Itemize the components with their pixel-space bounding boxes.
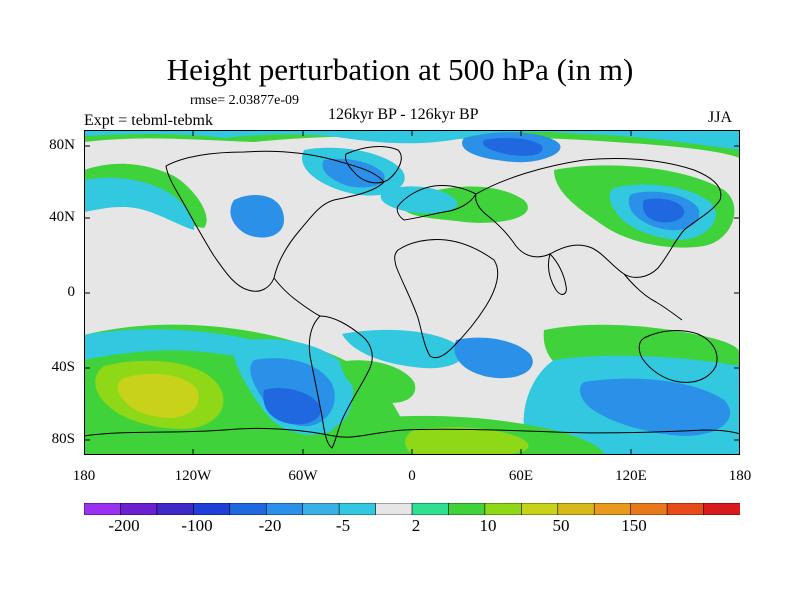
rmse-label: rmse= 2.03877e-09 [190, 93, 299, 108]
colorbar-swatch [411, 503, 450, 515]
coastlines [84, 146, 740, 449]
coast-south-america [308, 315, 373, 449]
experiment-label: Expt = tebml-tebmk [84, 112, 213, 129]
colorbar-label: -20 [258, 516, 282, 535]
chart-title: Height perturbation at 500 hPa (in m) [166, 52, 634, 87]
colorbar-swatch [156, 503, 194, 515]
contour-fill-cyan-npac [230, 194, 284, 238]
contour-fill-darkblue-arctic [483, 138, 543, 156]
colorbar-label: 10 [479, 516, 497, 535]
contour-fill-green-southatl [340, 360, 416, 403]
contour-fill-lightgreen-antarctic [405, 427, 529, 455]
colorbar-label: 150 [621, 516, 647, 535]
colorbar-swatch [703, 503, 740, 515]
contour-fill-blue-hudson [322, 158, 385, 188]
colorbar-swatch [193, 503, 231, 515]
colorbar-swatch [84, 503, 122, 515]
colorbar-swatch [557, 503, 595, 515]
colorbar-swatch [448, 503, 486, 515]
lat-label-40n: 40N [49, 209, 75, 225]
contour-fill-cyan-na [84, 177, 195, 230]
colorbar-swatch [630, 503, 668, 515]
contour-fill-green-north [84, 130, 740, 158]
contour-map [84, 130, 740, 455]
colorbar-swatch [338, 503, 377, 515]
colorbar-swatch [593, 503, 632, 515]
contour-fill-blue-southpac [579, 378, 731, 436]
coast-africa [394, 239, 499, 359]
colorbar-swatch [229, 503, 267, 515]
colorbar [84, 503, 740, 515]
coast-asia [475, 157, 722, 278]
coast-central-america [273, 277, 321, 317]
lon-label-60w: 60W [288, 468, 318, 484]
coast-north-america [165, 150, 385, 292]
lon-label-0: 0 [408, 468, 416, 484]
colorbar-swatch [666, 503, 705, 515]
colorbar-label: -5 [335, 516, 351, 535]
lat-label-80s: 80S [51, 431, 75, 447]
season-label: JJA [708, 109, 733, 126]
coast-europe [396, 185, 477, 221]
lon-label-180e: 180 [728, 468, 752, 484]
contour-fill-yellowgreen-south [117, 373, 199, 418]
colorbar-swatch [120, 503, 158, 515]
lat-label-80n: 80N [49, 137, 75, 153]
contour-fill-blue-indian [454, 337, 533, 379]
contour-fill-darkblue-south-central [263, 387, 321, 425]
colorbar-label: -100 [181, 516, 213, 535]
lon-label-180w: 180 [72, 468, 96, 484]
tick-marks [84, 130, 740, 455]
contour-fill-cyan-europe [380, 186, 458, 214]
coast-india [547, 253, 567, 295]
colorbar-label: 2 [411, 516, 421, 535]
coast-australia [638, 330, 718, 383]
lon-label-60e: 60E [508, 468, 534, 484]
colorbar-label: -200 [108, 516, 140, 535]
contour-fill-darkblue-pacific [642, 198, 685, 223]
colorbar-label: 50 [552, 516, 570, 535]
coast-southeast-asia [623, 273, 683, 321]
coast-antarctica [84, 427, 740, 438]
lat-label-0: 0 [67, 284, 76, 300]
lat-label-40s: 40S [51, 359, 75, 375]
lon-label-120w: 120W [174, 468, 212, 484]
colorbar-swatch [375, 503, 413, 515]
colorbar-swatch [265, 503, 304, 515]
colorbar-swatch [521, 503, 559, 515]
lon-label-120e: 120E [615, 468, 647, 484]
coast-greenland [345, 146, 402, 184]
colorbar-swatch [302, 503, 340, 515]
contour-fill-cyan-southatl [342, 329, 464, 369]
colorbar-swatch [484, 503, 522, 515]
period-label: 126kyr BP - 126kyr BP [328, 106, 479, 123]
contour-fill-cyan-north [84, 130, 740, 150]
